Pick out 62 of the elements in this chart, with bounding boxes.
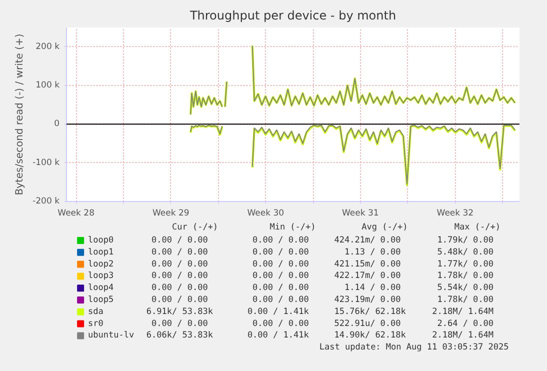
y-tick-label: -100 k — [32, 158, 60, 168]
y-tick-label: -200 k — [32, 196, 60, 206]
text: 2.64 / 0.00 — [437, 318, 494, 329]
legend-label: ubuntu-lv — [88, 330, 134, 341]
text: 1.79k/ 0.00 — [437, 236, 494, 246]
text: Avg (-/+) — [362, 222, 408, 232]
text: 0.00 / 0.00 — [252, 283, 309, 294]
text: Max (-/+) — [454, 222, 500, 232]
text: 5.54k/ 0.00 — [437, 283, 494, 294]
text: 422.17m/ 0.00 — [334, 271, 401, 282]
text: 0.00 / 0.00 — [252, 318, 309, 329]
legend-label: loop3 — [88, 271, 114, 282]
text: 0.00 / 0.00 — [252, 236, 309, 246]
text: 0.00 / 0.00 — [152, 295, 208, 305]
text: 0.00 / 0.00 — [152, 236, 208, 246]
x-tick-label: Week 29 — [152, 208, 190, 218]
text: 15.76k/ 62.18k — [334, 306, 406, 317]
text: 2.18M/ 1.64M — [432, 330, 494, 341]
text: 522.91u/ 0.00 — [334, 318, 401, 329]
text: 0.00 / 0.00 — [252, 247, 309, 258]
text: 6.06k/ 53.83k — [146, 330, 213, 341]
text: 0.00 / 0.00 — [152, 247, 208, 258]
text: 1.13 / 0.00 — [344, 247, 401, 258]
text: 0.00 / 0.00 — [252, 295, 309, 305]
y-tick-label: 100 k — [36, 80, 60, 90]
text: 0.00 / 1.41k — [247, 330, 309, 341]
text: 5.48k/ 0.00 — [437, 247, 494, 258]
legend-label: loop0 — [88, 236, 114, 246]
x-tick-label: Week 31 — [342, 208, 379, 218]
text: 14.90k/ 62.18k — [334, 330, 406, 341]
text: 423.19m/ 0.00 — [334, 295, 401, 305]
y-tick-label: 0 — [54, 119, 60, 130]
text: 0.00 / 0.00 — [252, 259, 309, 270]
legend-label: loop5 — [88, 295, 114, 305]
text: Cur (-/+) — [172, 222, 218, 232]
text: 1.78k/ 0.00 — [437, 295, 494, 305]
text: 0.00 / 0.00 — [152, 271, 208, 282]
legend-label: loop2 — [88, 259, 114, 270]
y-tick-label: 200 k — [36, 42, 60, 52]
legend-label: loop1 — [88, 247, 114, 258]
text: 0.00 / 0.00 — [152, 283, 208, 294]
text: 0.00 / 0.00 — [152, 318, 208, 329]
x-tick-label: Week 32 — [436, 208, 474, 218]
legend-label: sda — [88, 306, 104, 317]
text: Min (-/+) — [270, 222, 316, 232]
x-tick-label: Week 30 — [247, 208, 284, 218]
text: 6.91k/ 53.83k — [146, 306, 213, 317]
text: Last update: Mon Aug 11 03:05:37 2025 — [319, 342, 509, 352]
chart-title: Throughput per device - by month — [188, 8, 396, 22]
text: 1.14 / 0.00 — [344, 283, 401, 294]
text: 1.77k/ 0.00 — [437, 259, 494, 270]
text: 424.21m/ 0.00 — [334, 236, 401, 246]
y-axis-title: Bytes/second read (-) / write (+) — [14, 34, 26, 196]
text: 1.78k/ 0.00 — [437, 271, 494, 282]
legend-label: sr0 — [88, 318, 104, 329]
text: 0.00 / 1.41k — [247, 306, 309, 317]
x-tick-label: Week 28 — [58, 208, 94, 218]
text: 421.15m/ 0.00 — [334, 259, 401, 270]
text: 0.00 / 0.00 — [252, 271, 309, 282]
text: 0.00 / 0.00 — [152, 259, 208, 270]
text: 2.18M/ 1.64M — [432, 306, 494, 317]
legend-label: loop4 — [88, 283, 114, 294]
